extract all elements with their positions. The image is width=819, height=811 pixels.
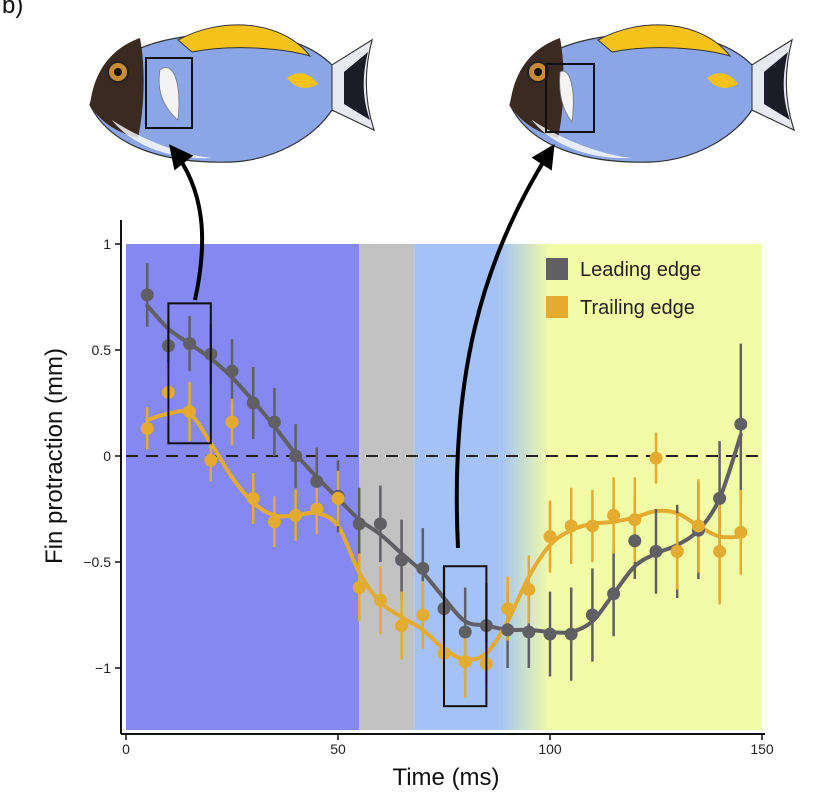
panel-label: b) (2, 0, 24, 19)
series-1-point-13 (416, 608, 430, 622)
x-tick-label-1: 50 (330, 741, 346, 757)
x-tick-label-3: 150 (750, 741, 774, 757)
series-1-point-19 (543, 530, 557, 544)
series-1-point-7 (289, 508, 303, 522)
series-1-point-10 (352, 580, 366, 594)
series-0-point-17 (501, 623, 515, 637)
series-1-point-28 (734, 525, 748, 539)
arrow-left (169, 144, 205, 301)
data-points (140, 288, 748, 671)
y-tick-label-4: −1 (95, 660, 111, 676)
y-tick-label-2: 0 (103, 448, 111, 464)
series-0-point-10 (352, 517, 366, 531)
series-0-point-22 (607, 587, 621, 601)
series-0-point-0 (140, 288, 154, 302)
series-0-point-21 (585, 608, 599, 622)
highlight-box-0 (167, 302, 212, 445)
series-0-point-7 (289, 449, 303, 463)
series-0-point-4 (225, 364, 239, 378)
series-1-point-5 (246, 491, 260, 505)
series-0-point-12 (395, 553, 409, 567)
series-1-point-8 (310, 502, 324, 516)
series-0-point-20 (564, 627, 578, 641)
series-1-point-11 (373, 593, 387, 607)
legend-swatch-1 (546, 296, 568, 318)
series-0-point-18 (522, 625, 536, 639)
series-1-point-25 (670, 544, 684, 558)
series-1-point-20 (564, 519, 578, 533)
series-0-point-2 (183, 337, 197, 351)
series-0-point-19 (543, 627, 557, 641)
background-bands (126, 244, 762, 730)
x-tick-label-2: 100 (538, 741, 562, 757)
y-tick-label-0: 1 (103, 236, 111, 252)
series-1-point-4 (225, 415, 239, 429)
series-0-point-13 (416, 561, 430, 575)
series-1-point-17 (501, 602, 515, 616)
series-0-point-28 (734, 417, 748, 431)
series-0-point-11 (373, 517, 387, 531)
series-1-point-22 (607, 508, 621, 522)
y-axis-title: Fin protraction (mm) (41, 348, 68, 564)
background-band-4 (550, 244, 762, 730)
fish-illustration-right (509, 24, 796, 163)
fish-illustration-left (89, 24, 376, 163)
x-axis-title: Time (ms) (392, 764, 499, 791)
series-1-point-6 (267, 515, 281, 529)
series-1-point-9 (331, 491, 345, 505)
series-0-point-8 (310, 474, 324, 488)
series-0-point-6 (267, 415, 281, 429)
series-1-point-0 (140, 421, 154, 435)
legend-label-1: Trailing edge (580, 297, 695, 319)
legend-label-0: Leading edge (580, 259, 701, 281)
y-tick-label-1: 0.5 (92, 342, 112, 358)
arrow-right (454, 143, 555, 549)
series-0-point-23 (628, 534, 642, 548)
highlight-boxes (167, 302, 488, 708)
series-1-point-2 (183, 404, 197, 418)
series-1-point-27 (713, 544, 727, 558)
series-0-point-24 (649, 544, 663, 558)
series-1-point-18 (522, 583, 536, 597)
series-0-point-5 (246, 396, 260, 410)
legend-swatch-0 (546, 258, 568, 280)
series-1-point-23 (628, 513, 642, 527)
series-1-point-15 (458, 655, 472, 669)
series-1-point-24 (649, 451, 663, 465)
legend: Leading edge Trailing edge (546, 258, 701, 319)
x-tick-label-0: 0 (122, 741, 130, 757)
series-1-point-21 (585, 519, 599, 533)
axes: 1 0.5 0 −0.5 −1 0 50 100 150 (83, 220, 774, 757)
series-0-point-27 (713, 491, 727, 505)
series-1-point-12 (395, 619, 409, 633)
background-band-1 (359, 244, 415, 730)
y-tick-label-3: −0.5 (83, 554, 111, 570)
series-1-point-3 (204, 453, 218, 467)
series-1-point-26 (691, 519, 705, 533)
series-0-point-15 (458, 625, 472, 639)
highlight-box-1 (443, 565, 488, 708)
